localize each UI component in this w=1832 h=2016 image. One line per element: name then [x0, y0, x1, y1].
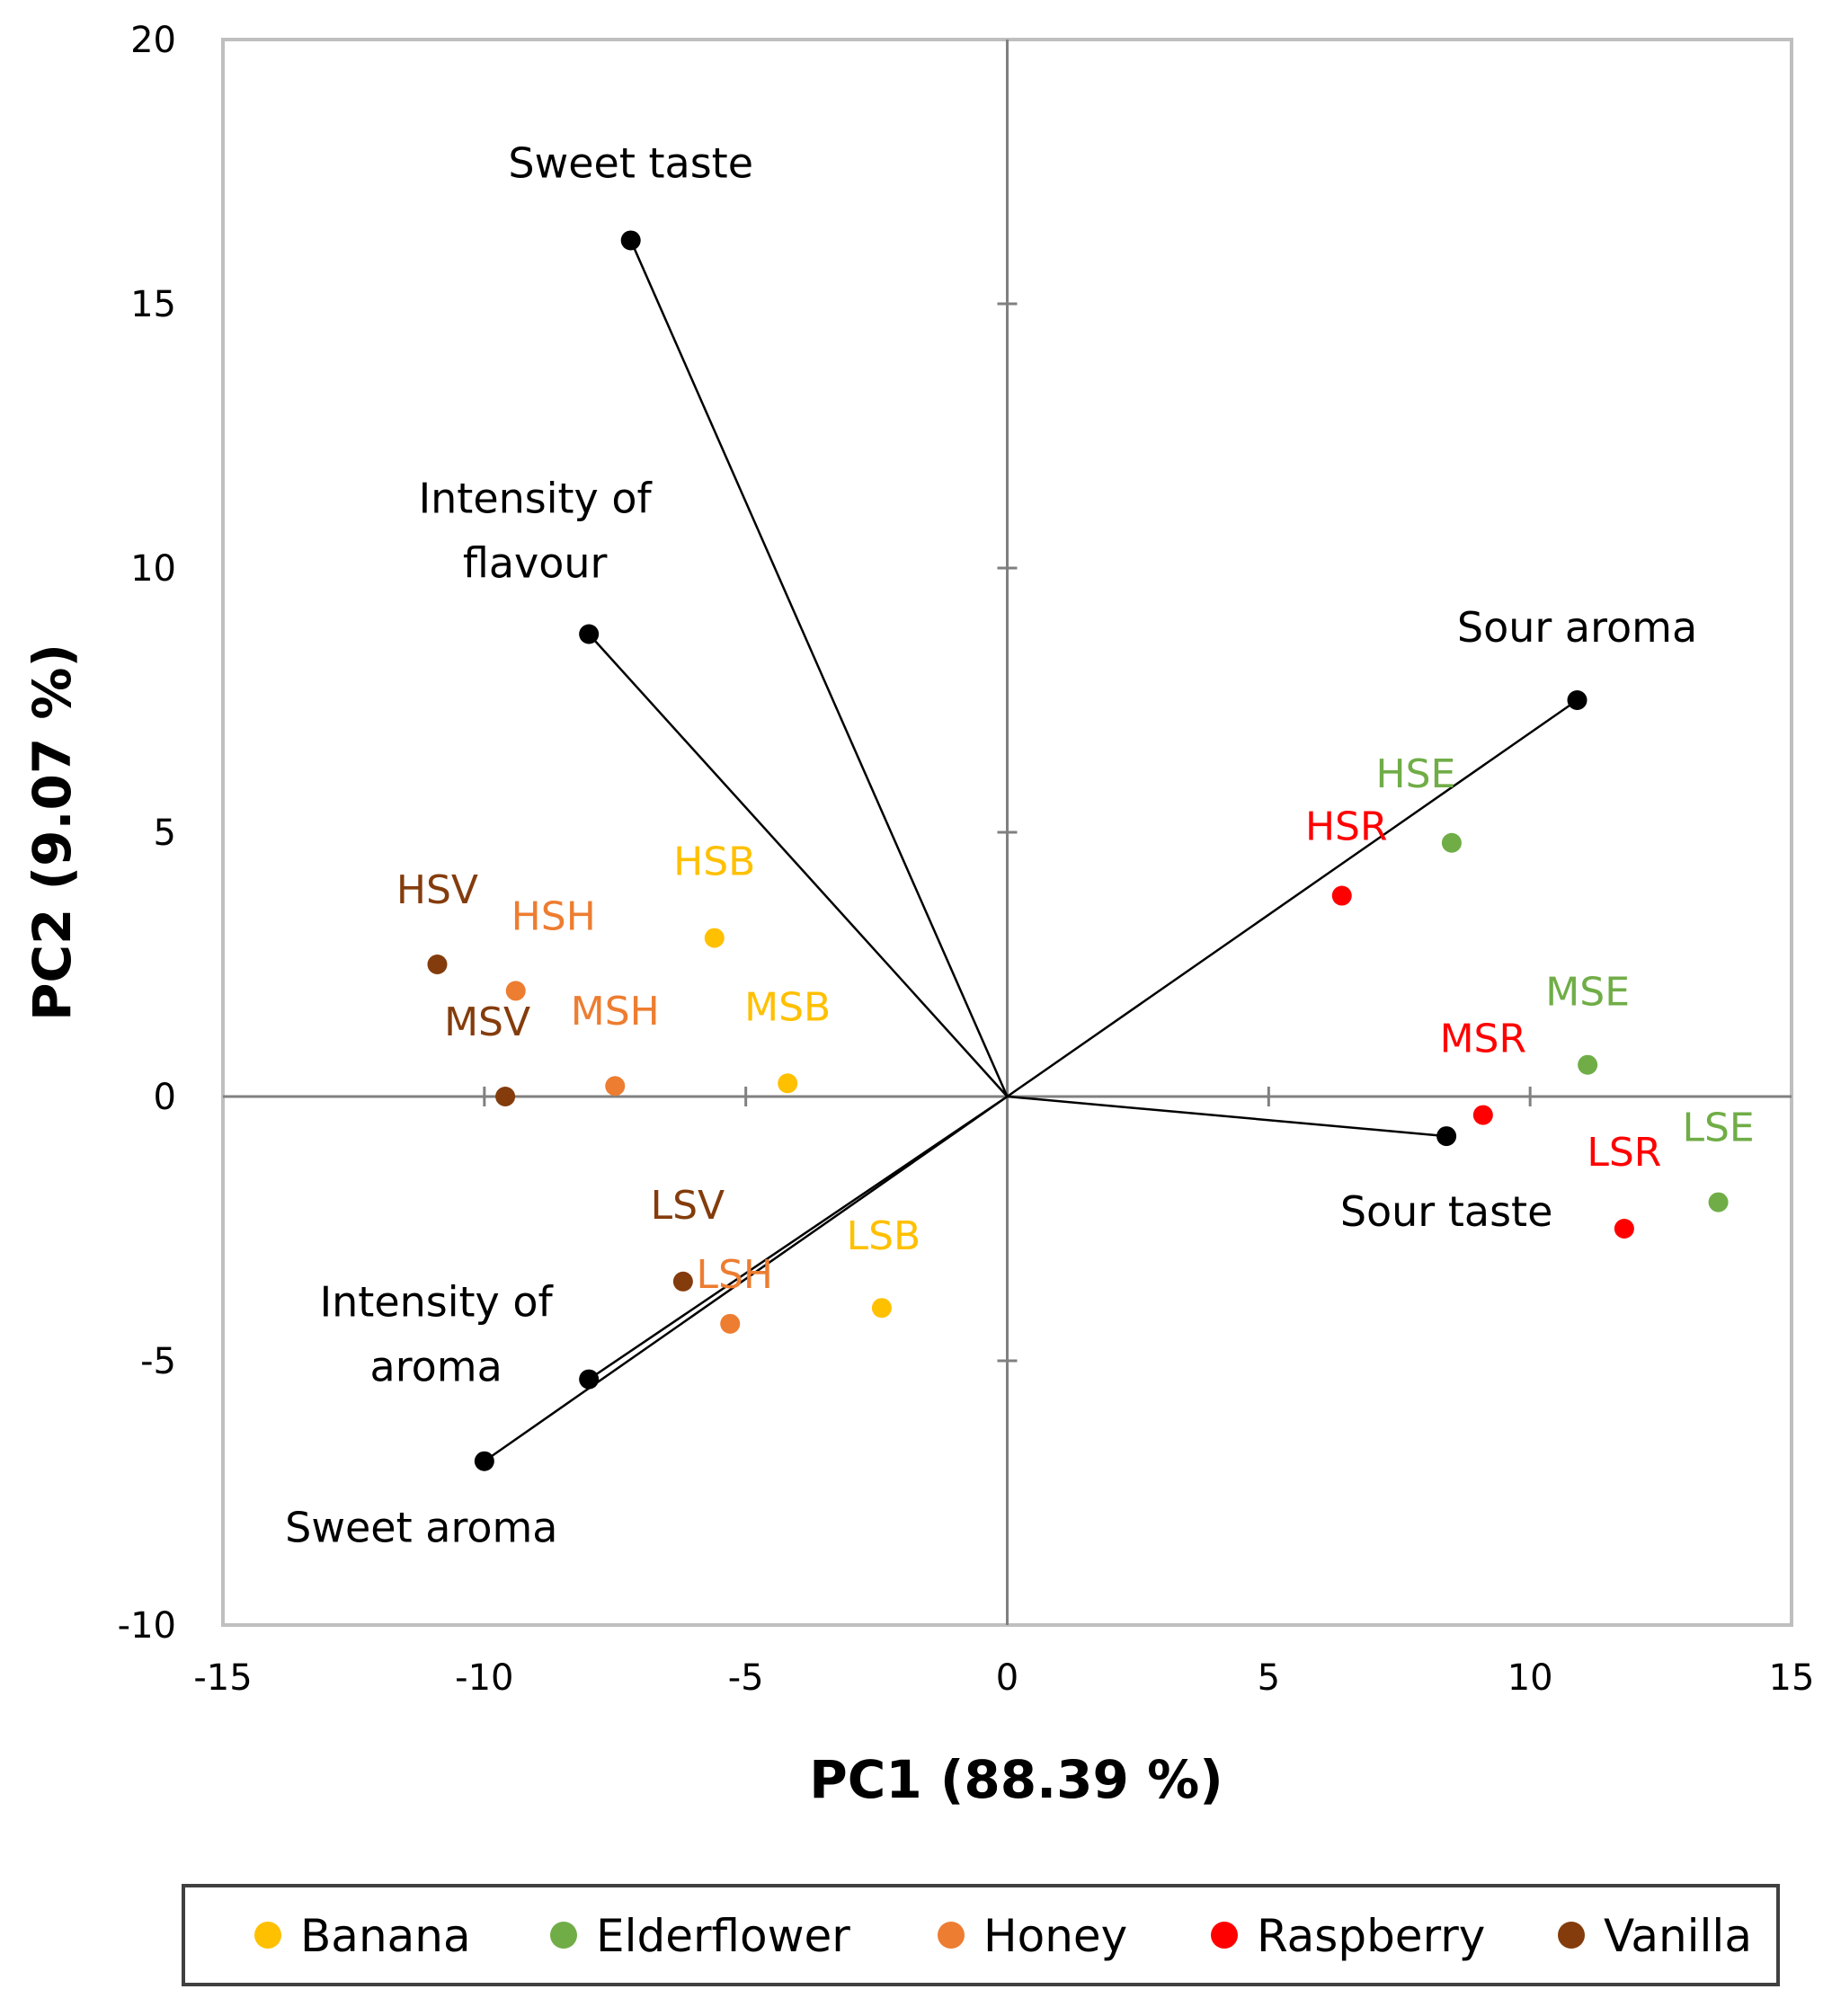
attribute-label-line: Intensity of — [320, 1278, 555, 1327]
x-tick-label: 0 — [996, 1657, 1018, 1699]
sample-label-hsv: HSV — [396, 867, 478, 913]
attribute-point-intensity-of-flavour — [579, 624, 600, 644]
sample-label-msb: MSB — [744, 984, 831, 1030]
y-tick-label: 10 — [130, 548, 176, 590]
attribute-label-sweet-aroma: Sweet aroma — [285, 1504, 557, 1552]
y-tick-label: 20 — [130, 20, 176, 61]
y-tick-label: 5 — [154, 813, 176, 854]
sample-point-msh — [605, 1076, 626, 1097]
attribute-label-line: Intensity of — [419, 475, 654, 523]
sample-label-hsr: HSR — [1305, 804, 1388, 850]
sample-label-msh: MSH — [571, 989, 660, 1035]
sample-label-mse: MSE — [1545, 970, 1630, 1016]
loading-vector-intensity-of-flavour — [588, 633, 1009, 1097]
attribute-point-intensity-of-aroma — [579, 1369, 600, 1390]
x-tick-label: 15 — [1769, 1657, 1815, 1699]
sample-label-msv: MSV — [444, 999, 530, 1045]
legend-label-elderflower: Elderflower — [596, 1910, 850, 1962]
loading-vector-sweet-taste — [629, 239, 1009, 1097]
loading-vector-intensity-of-aroma — [588, 1095, 1009, 1381]
attribute-label-intensity-of-flavour: Intensity of flavour — [419, 475, 654, 588]
legend-marker-elderflower — [550, 1922, 577, 1949]
sample-label-lse: LSE — [1682, 1106, 1754, 1151]
y-tick-label: -10 — [118, 1605, 176, 1647]
attribute-label-sweet-taste: Sweet taste — [508, 138, 753, 187]
sample-point-lsv — [672, 1271, 693, 1292]
sample-label-hsb: HSB — [673, 839, 755, 885]
x-tick-label: 5 — [1258, 1657, 1280, 1699]
attribute-label-line: flavour — [463, 539, 608, 588]
sample-point-lsh — [720, 1313, 741, 1334]
x-tick-label: -10 — [455, 1657, 513, 1699]
attribute-label-sour-taste: Sour taste — [1340, 1187, 1553, 1236]
sample-point-lsr — [1614, 1219, 1634, 1239]
legend-marker-vanilla — [1558, 1922, 1585, 1949]
loading-vector-sour-aroma — [1006, 698, 1579, 1098]
sample-point-hsb — [704, 928, 725, 948]
legend-marker-honey — [938, 1922, 965, 1949]
legend-label-banana: Banana — [300, 1910, 471, 1962]
sample-label-lsv: LSV — [651, 1183, 725, 1229]
sample-point-hsv — [427, 955, 448, 974]
sample-point-lse — [1708, 1192, 1729, 1212]
sample-point-hsh — [505, 981, 526, 1001]
attribute-point-sweet-taste — [620, 230, 641, 251]
y-axis-title: PC2 (9.07 %) — [22, 644, 83, 1021]
sample-point-msv — [495, 1087, 516, 1106]
attribute-point-sour-taste — [1436, 1126, 1457, 1147]
legend-box — [182, 1884, 1780, 1986]
y-tick-label: -5 — [140, 1341, 176, 1382]
sample-label-lsh: LSH — [696, 1252, 773, 1298]
sample-point-msb — [778, 1073, 798, 1094]
loading-vector-sweet-aroma — [484, 1095, 1009, 1462]
attribute-label-line: aroma — [370, 1343, 502, 1391]
x-tick-label: 10 — [1507, 1657, 1553, 1699]
attribute-point-sweet-aroma — [474, 1451, 494, 1471]
attribute-label-intensity-of-aroma: Intensity of aroma — [320, 1278, 555, 1391]
sample-point-msr — [1472, 1105, 1493, 1125]
x-tick-label: -15 — [193, 1657, 252, 1699]
loading-vector-sour-taste — [1007, 1095, 1447, 1138]
y-tick-label: 15 — [130, 284, 176, 325]
attribute-label-sour-aroma: Sour aroma — [1457, 603, 1697, 652]
x-axis-title: PC1 (88.39 %) — [809, 1749, 1223, 1810]
sample-point-hsr — [1331, 885, 1352, 906]
sample-label-hse: HSE — [1376, 751, 1456, 797]
sample-label-lsb: LSB — [847, 1213, 921, 1259]
sample-label-lsr: LSR — [1587, 1130, 1661, 1176]
legend-marker-banana — [254, 1922, 281, 1949]
attribute-point-sour-aroma — [1567, 690, 1587, 710]
legend-label-raspberry: Raspberry — [1257, 1910, 1485, 1962]
legend-label-vanilla: Vanilla — [1604, 1910, 1752, 1962]
y-tick-label: 0 — [154, 1077, 176, 1118]
sample-point-hse — [1441, 832, 1462, 853]
legend-label-honey: Honey — [983, 1910, 1127, 1962]
sample-label-msr: MSR — [1440, 1017, 1526, 1062]
sample-label-hsh: HSH — [511, 893, 596, 939]
sample-point-mse — [1578, 1054, 1598, 1075]
sample-point-lsb — [871, 1298, 892, 1319]
x-tick-label: -5 — [728, 1657, 764, 1699]
legend-marker-raspberry — [1211, 1922, 1238, 1949]
